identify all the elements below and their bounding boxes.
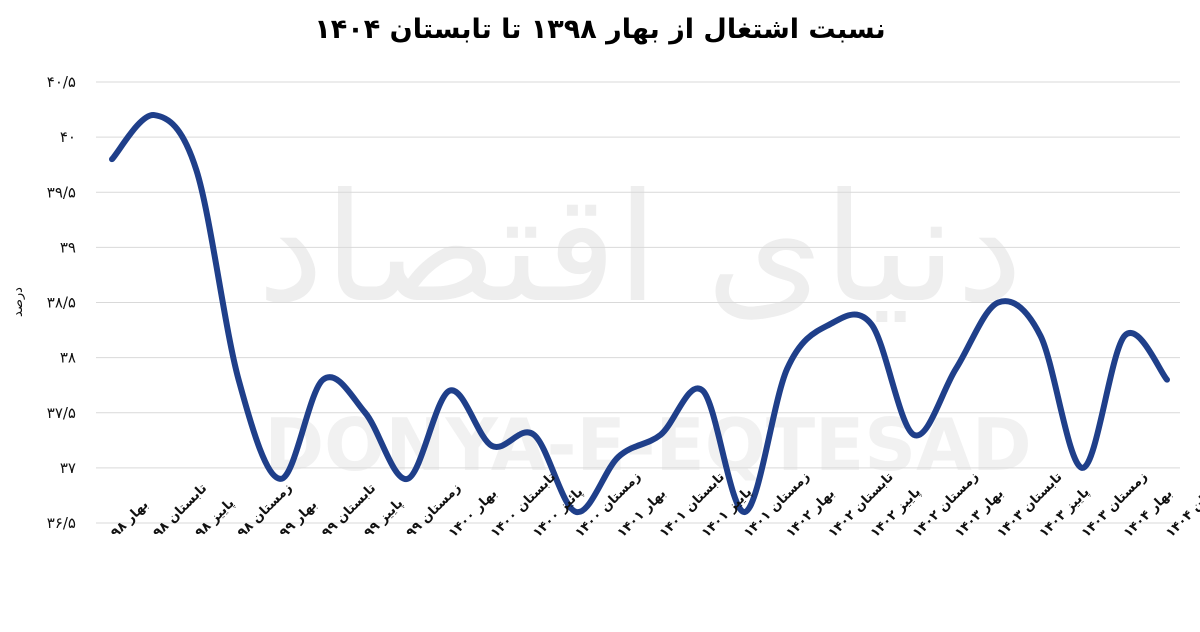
series-group xyxy=(109,112,1170,515)
series-line xyxy=(109,112,1170,515)
y-tick-label: ۳۷/۵ xyxy=(47,404,76,422)
x-tick-label: بهار ۹۸ xyxy=(108,498,151,541)
y-tick-label: ۳۸/۵ xyxy=(47,294,76,312)
y-tick-label: ۳۷ xyxy=(60,459,76,477)
y-axis-ticks: ۳۶/۵ ۳۷ ۳۷/۵ ۳۸ ۳۸/۵ ۳۹ ۳۹/۵ ۴۰ ۴۰/۵ xyxy=(47,73,76,532)
y-tick-label: ۴۰/۵ xyxy=(47,73,76,91)
y-tick-label: ۳۶/۵ xyxy=(47,514,76,532)
y-tick-label: ۳۹ xyxy=(60,238,76,256)
x-tick-label: پاییز ۹۹ xyxy=(361,496,406,541)
watermark-fa: دنیای اقتصاد xyxy=(257,162,1023,336)
y-tick-label: ۴۰ xyxy=(60,128,76,146)
y-tick-label: ۳۹/۵ xyxy=(47,183,76,201)
x-tick-label: پاییز ۹۸ xyxy=(193,496,238,541)
x-tick-label: بهار ۹۹ xyxy=(277,498,320,541)
y-axis-label: درصد xyxy=(11,287,26,317)
x-tick-label: تابستان ۱۴۰۴ xyxy=(1163,470,1200,541)
chart-title: نسبت اشتغال از بهار ۱۳۹۸ تا تابستان ۱۴۰۴ xyxy=(314,14,886,45)
y-tick-label: ۳۸ xyxy=(60,349,76,367)
